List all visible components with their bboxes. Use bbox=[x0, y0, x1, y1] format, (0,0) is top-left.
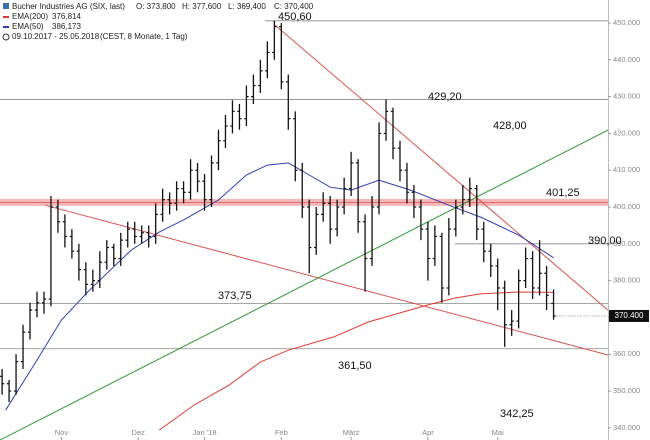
x-tick-label: Dez bbox=[132, 428, 146, 437]
symbol-icon bbox=[3, 3, 9, 9]
header-close: C: 370,400 bbox=[274, 2, 314, 11]
y-tick-label: 440.000 bbox=[613, 55, 640, 64]
level-label: 401,25 bbox=[546, 187, 580, 199]
level-label: 361,50 bbox=[338, 360, 372, 372]
y-tick-label: 420.000 bbox=[613, 128, 640, 137]
y-tick-label: 350.000 bbox=[613, 386, 640, 395]
legend-label: EMA(50) bbox=[12, 22, 44, 31]
period: 09.10.2017 - 25.05.2018 bbox=[12, 32, 100, 41]
header: Bucher Industries AG (SIX, last) O: 373,… bbox=[2, 2, 314, 41]
level-label: 429,20 bbox=[428, 91, 462, 103]
header-low: L: 369,400 bbox=[228, 2, 266, 11]
y-tick-label: 450.000 bbox=[613, 18, 640, 27]
y-tick-label: 340.000 bbox=[613, 423, 640, 432]
level-label: 428,00 bbox=[493, 120, 527, 132]
ema-line bbox=[5, 162, 554, 411]
x-tick-label: Jan '18 bbox=[193, 428, 217, 437]
last-price-tag bbox=[609, 309, 649, 322]
header-open: O: 373,800 bbox=[136, 2, 176, 11]
legend-value: 376,814 bbox=[52, 12, 81, 21]
level-label: 390,00 bbox=[588, 235, 622, 247]
last-price-label: 370.400 bbox=[615, 311, 644, 320]
y-tick-label: 360.000 bbox=[613, 349, 640, 358]
level-label: 450,60 bbox=[278, 11, 312, 23]
trendline bbox=[0, 129, 609, 440]
trendline bbox=[274, 24, 609, 311]
y-tick-label: 380.000 bbox=[613, 276, 640, 285]
trendline bbox=[44, 204, 609, 356]
x-tick-label: Mai bbox=[492, 428, 504, 437]
x-tick-label: März bbox=[343, 428, 360, 437]
clock-icon bbox=[2, 33, 10, 41]
y-tick-label: 430.000 bbox=[613, 92, 640, 101]
y-tick-label: 390.000 bbox=[613, 239, 640, 248]
title: Bucher Industries AG (SIX, last) bbox=[12, 2, 125, 11]
legend-label: EMA(200) bbox=[12, 12, 48, 21]
level-label: 373,75 bbox=[218, 290, 252, 302]
y-tick-label: 400.000 bbox=[613, 202, 640, 211]
period-note: (CEST, 8 Monate, 1 Tag) bbox=[100, 32, 188, 41]
legend-value: 386,173 bbox=[52, 22, 81, 31]
x-tick-label: Apr bbox=[422, 428, 434, 437]
header-high: H: 377,600 bbox=[182, 2, 222, 11]
y-tick-label: 410.000 bbox=[613, 165, 640, 174]
x-tick-label: Feb bbox=[275, 428, 288, 437]
ema-line bbox=[158, 291, 554, 431]
level-label: 342,25 bbox=[500, 408, 534, 420]
plot-area bbox=[0, 20, 609, 440]
x-tick-label: Nov bbox=[55, 428, 69, 437]
